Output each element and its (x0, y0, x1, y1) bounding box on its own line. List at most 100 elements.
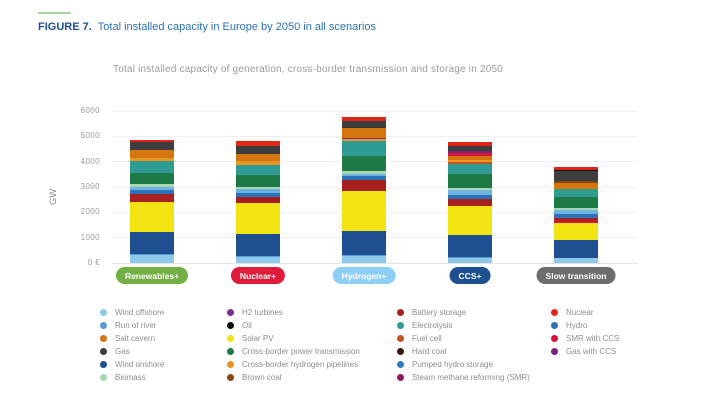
bar-segment-hydro (130, 189, 174, 195)
bar-segment-battery-storage (342, 180, 386, 192)
y-tick-label-5000: 5000 (80, 131, 100, 141)
bar-segment-biomass (448, 188, 492, 191)
legend-item-nuclear: Nuclear (551, 306, 594, 319)
bar-segment-battery-storage (554, 218, 598, 221)
bar-segment-cross-border-hydrogen-pipelines (130, 158, 174, 162)
legend-item-steam-methane-reforming-smr: Steam methane reforming (SMR) (397, 371, 530, 384)
h2-turbines-swatch-icon (227, 309, 234, 316)
legend-item-brown-coal: Brown coal (227, 371, 282, 384)
legend-label: Salt cavern (115, 334, 156, 343)
legend-label: Solar PV (242, 334, 274, 343)
legend-label: Steam methane reforming (SMR) (412, 373, 530, 382)
legend-item-hydro: Hydro (551, 319, 587, 332)
gas-swatch-icon (100, 348, 107, 355)
bar-segment-solar-pv (554, 223, 598, 241)
legend-item-gas-with-ccs: Gas with CCS (551, 345, 616, 358)
smr-with-ccs-swatch-icon (551, 335, 558, 342)
gridline-6000 (112, 111, 638, 112)
bar-segment-hydro (342, 176, 386, 181)
scenario-pill-renewables: Renewables+ (115, 267, 189, 284)
legend-label: Wind offshore (115, 308, 165, 317)
bar-segment-oil (554, 170, 598, 172)
gas-with-ccs-swatch-icon (551, 348, 558, 355)
pumped-hydro-storage-swatch-icon (397, 361, 404, 368)
legend-item-oil: Oil (227, 319, 252, 332)
bar-segment-wind-offshore (448, 257, 492, 263)
oil-swatch-icon (227, 322, 234, 329)
legend-item-battery-storage: Battery storage (397, 306, 466, 319)
legend-item-run-of-river: Run of river (100, 319, 156, 332)
legend-item-hard-coal: Hard coal (397, 345, 446, 358)
solar-pv-swatch-icon (227, 335, 234, 342)
legend-label: Gas with CCS (566, 347, 617, 356)
legend-label: Cross-border power transmission (242, 347, 360, 356)
legend-item-cross-border-power-transmission: Cross-border power transmission (227, 345, 360, 358)
legend-item-wind-offshore: Wind offshore (100, 306, 164, 319)
bar-segment-pumped-hydro-storage (448, 190, 492, 195)
wind-offshore-swatch-icon (100, 309, 107, 316)
bar-segment-cross-border-power-transmission (448, 174, 492, 188)
bar-segment-nuclear (448, 141, 492, 146)
legend-item-pumped-hydro-storage: Pumped hydro storage (397, 358, 493, 371)
bar-segment-wind-offshore (130, 255, 174, 263)
bar-segment-nuclear (130, 139, 174, 143)
bar-segment-gas (236, 145, 280, 154)
brown-coal-swatch-icon (227, 374, 234, 381)
bar-segment-electrolysis (130, 161, 174, 174)
bar-segment-run-of-river (130, 254, 174, 256)
legend-item-gas: Gas (100, 345, 130, 358)
legend-item-h2-turbines: H2 turbines (227, 306, 283, 319)
bar-segment-battery-storage (448, 198, 492, 207)
nuclear-swatch-icon (551, 309, 558, 316)
legend-item-electrolysis: Electrolysis (397, 319, 452, 332)
legend-label: SMR with CCS (566, 334, 620, 343)
bar-segment-solar-pv (236, 203, 280, 234)
bar-segment-gas (448, 145, 492, 152)
y-tick-label-2000: 2000 (80, 207, 100, 217)
bar-segment-gas (342, 120, 386, 128)
bar-segment-cross-border-power-transmission (130, 173, 174, 185)
bar-segment-wind-onshore (342, 231, 386, 256)
bar-segment-run-of-river (448, 256, 492, 258)
bar-segment-gas-with-ccs (448, 151, 492, 154)
legend-item-biomass: Biomass (100, 371, 146, 384)
legend-label: Hydro (566, 321, 588, 330)
y-tick-label-4000: 4000 (80, 156, 100, 166)
plot-area: 6000 5000 4000 3000 2000 1000 0 € Renewables+ Nu… (80, 106, 638, 284)
bar-segment-wind-onshore (448, 235, 492, 257)
y-tick-label-0: 0 € (87, 258, 100, 267)
bar-segment-brown-coal (554, 180, 598, 183)
chart-title: Total installed capacity of generation, … (113, 64, 503, 75)
bar-segment-cross-border-hydrogen-pipelines (236, 161, 280, 165)
cross-border-power-transmission-swatch-icon (227, 348, 234, 355)
legend-label: Battery storage (412, 308, 467, 317)
legend-label: Electrolysis (412, 321, 453, 330)
bar-segment-wind-onshore (130, 232, 174, 255)
figure-number: FIGURE 7. (38, 21, 92, 33)
bar-segment-nuclear (236, 141, 280, 146)
figure-header: FIGURE 7. Total installed capacity in Eur… (38, 21, 376, 33)
header-accent-line (38, 12, 71, 14)
bar-segment-electrolysis (554, 188, 598, 197)
bar-segment-hydro (554, 214, 598, 219)
scenario-pill-nuclear: Nuclear+ (230, 267, 286, 284)
y-tick-label-1000: 1000 (80, 232, 100, 242)
bar-segment-wind-offshore (554, 258, 598, 263)
y-tick-label-3000: 3000 (80, 182, 100, 191)
scenario-pill-ccs: CCS+ (449, 267, 491, 284)
bar-segment-cross-border-power-transmission (236, 174, 280, 187)
bar-segment-battery-storage (130, 194, 174, 202)
bar-segment-salt-cavern (448, 155, 492, 160)
bar-segment-pumped-hydro-storage (554, 209, 598, 215)
scenario-pill-slow-transition: Slow transition (536, 267, 616, 284)
bar-segment-gas (554, 171, 598, 181)
bar-segment-hydro (448, 194, 492, 199)
cross-border-hydrogen-pipelines-swatch-icon (227, 361, 234, 368)
bar-segment-nuclear (554, 167, 598, 171)
bar-segment-salt-cavern (130, 150, 174, 159)
battery-storage-swatch-icon (397, 309, 404, 316)
bar-segment-biomass (342, 171, 386, 174)
legend-label: Hard coal (412, 347, 447, 356)
legend-label: Run of river (115, 321, 157, 330)
